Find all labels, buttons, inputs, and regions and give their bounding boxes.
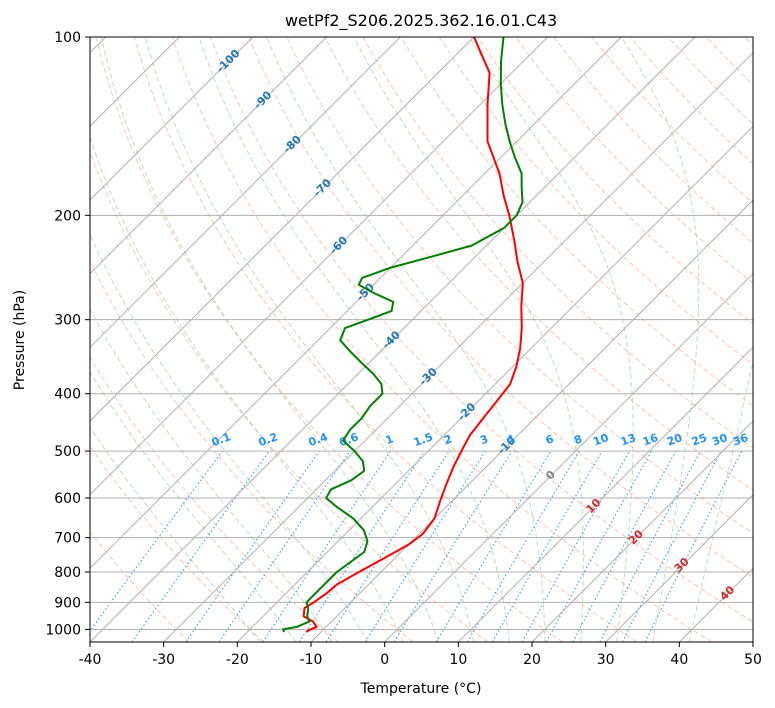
mixing-ratio-line bbox=[185, 450, 320, 642]
axis-ticks: -40 -30 -20 -10 0 10 20 30 40 5010020030040050060… bbox=[45, 30, 762, 668]
x-axis-title: Temperature (°C) bbox=[360, 681, 482, 697]
x-tick-label: 20 bbox=[523, 652, 541, 668]
mixing-ratio-label: 36 bbox=[731, 431, 750, 449]
dry-adiabat bbox=[248, 37, 753, 578]
dry-adiabat bbox=[324, 37, 753, 491]
mixing-ratio-label: 0.6 bbox=[338, 430, 361, 449]
moist-adiabat bbox=[90, 232, 369, 642]
isotherm-line bbox=[90, 37, 401, 349]
y-axis-title: Pressure (hPa) bbox=[12, 290, 28, 390]
y-tick-label: 200 bbox=[54, 208, 81, 224]
x-tick-label: 50 bbox=[744, 652, 762, 668]
isotherm-line bbox=[236, 125, 753, 642]
isotherm-line bbox=[90, 37, 696, 642]
mixing-ratio-label: 2 bbox=[442, 432, 454, 447]
dry-adiabat bbox=[90, 150, 488, 642]
y-tick-label: 800 bbox=[54, 565, 81, 581]
moist-adiabat bbox=[353, 37, 584, 642]
mixing-ratio-line bbox=[644, 450, 743, 642]
moist-adiabat bbox=[198, 37, 510, 642]
mixing-ratio-label: 1.5 bbox=[412, 430, 435, 449]
dewpoint-profile bbox=[282, 37, 524, 633]
x-tick-label: 10 bbox=[449, 652, 467, 668]
temperature-profile bbox=[302, 37, 524, 633]
isotherm-line bbox=[90, 37, 254, 201]
isotherm-line bbox=[90, 37, 328, 275]
mixing-ratio-line bbox=[521, 450, 630, 642]
mixing-ratio-line bbox=[218, 450, 351, 642]
isotherm-line bbox=[163, 51, 753, 642]
dry-adiabat bbox=[133, 37, 638, 642]
x-tick-label: -10 bbox=[300, 652, 323, 668]
moist-adiabat bbox=[90, 308, 333, 642]
mixing-ratio-label: 25 bbox=[690, 431, 709, 448]
dry-adiabat bbox=[90, 531, 190, 642]
sounding-profiles bbox=[282, 37, 524, 633]
mixing-ratio-label: 30 bbox=[710, 431, 729, 449]
mixing-ratio-label: 16 bbox=[641, 431, 660, 449]
isotherm-line bbox=[457, 346, 753, 642]
mixing-ratio-line bbox=[298, 450, 425, 642]
moist-adiabat bbox=[144, 37, 475, 642]
mixing-ratio-line bbox=[90, 450, 223, 632]
isotherm-line bbox=[90, 37, 622, 570]
y-tick-label: 1000 bbox=[45, 622, 81, 638]
moist-adiabat bbox=[90, 426, 261, 642]
isotherm-line bbox=[605, 493, 753, 642]
mixing-ratio-label: 1 bbox=[384, 432, 396, 447]
isotherm-line bbox=[531, 420, 753, 642]
y-tick-label: 700 bbox=[54, 531, 81, 547]
moist-adiabat bbox=[688, 358, 753, 642]
mixing-ratio-line bbox=[572, 450, 677, 642]
isotherm-line bbox=[384, 272, 753, 642]
mixing-ratio-label: 3 bbox=[478, 432, 490, 447]
mixing-ratio-line bbox=[545, 450, 653, 642]
dry-adiabat bbox=[210, 37, 753, 623]
mixing-ratio-label: 20 bbox=[665, 431, 684, 449]
dry-adiabat bbox=[438, 37, 753, 366]
y-tick-label: 100 bbox=[54, 30, 81, 46]
dry-adiabat bbox=[515, 37, 753, 284]
mixing-ratio-label: 4 bbox=[505, 432, 517, 447]
dry-adiabat bbox=[95, 37, 563, 642]
y-tick-label: 400 bbox=[54, 387, 81, 403]
x-tick-label: -30 bbox=[152, 652, 175, 668]
mixing-ratio-label: 0.2 bbox=[257, 430, 280, 449]
isotherm-line bbox=[90, 37, 475, 422]
moist-adiabat bbox=[100, 37, 439, 642]
dry-adiabat bbox=[400, 37, 753, 407]
mixing-ratio-line bbox=[262, 450, 392, 642]
x-tick-label: 40 bbox=[670, 652, 688, 668]
moist-adiabat bbox=[90, 135, 404, 642]
y-tick-label: 900 bbox=[54, 595, 81, 611]
x-tick-label: -40 bbox=[79, 652, 102, 668]
dry-adiabat bbox=[171, 37, 712, 642]
dry-adiabat bbox=[90, 445, 264, 642]
mixing-ratio-label: 8 bbox=[572, 432, 584, 447]
moist-adiabat bbox=[266, 37, 546, 642]
mixing-ratio-label: 0.1 bbox=[210, 430, 233, 449]
mixing-ratio-label: 13 bbox=[619, 431, 638, 448]
isotherm-line bbox=[90, 37, 549, 496]
y-tick-label: 300 bbox=[54, 313, 81, 329]
x-tick-label: 30 bbox=[597, 652, 615, 668]
mixing-ratio-line bbox=[393, 450, 513, 642]
mixing-ratio-label: 0.4 bbox=[307, 430, 330, 449]
mixing-ratio-label: 10 bbox=[591, 431, 610, 449]
plot-frame bbox=[89, 36, 754, 643]
mixing-ratio-label: 6 bbox=[544, 432, 556, 447]
background-lines bbox=[90, 37, 753, 642]
moist-adiabat bbox=[620, 37, 700, 642]
dry-adiabat bbox=[90, 356, 339, 642]
chart-title: wetPf2_S206.2025.362.16.01.C43 bbox=[285, 11, 557, 31]
y-tick-label: 600 bbox=[54, 491, 81, 507]
x-tick-label: -20 bbox=[226, 652, 249, 668]
x-tick-label: 0 bbox=[380, 652, 389, 668]
y-tick-label: 500 bbox=[54, 444, 81, 460]
mixing-ratio-line bbox=[131, 450, 270, 642]
